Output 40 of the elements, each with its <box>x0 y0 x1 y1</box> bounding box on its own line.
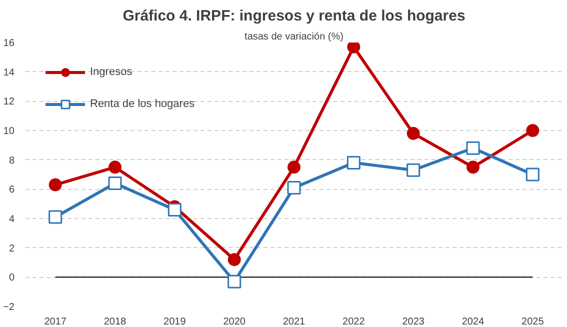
point <box>466 141 480 155</box>
y-tick-label: 6 <box>8 184 15 196</box>
x-tick-label: 2020 <box>223 316 246 327</box>
y-tick-label: 2 <box>8 243 15 254</box>
point <box>108 160 122 174</box>
point <box>108 176 122 190</box>
chart-subtitle: tasas de variación (%) <box>244 32 344 42</box>
point <box>526 168 540 182</box>
y-tick-label: −2 <box>3 302 15 313</box>
y-tick-label: 10 <box>3 126 15 137</box>
y-tick-label: 4 <box>8 214 15 225</box>
point <box>228 253 241 266</box>
x-tick-label: 2021 <box>282 316 306 327</box>
point <box>48 178 62 192</box>
x-tick-label: 2024 <box>462 316 485 327</box>
y-tick-label: 8 <box>8 155 15 166</box>
x-tick-label: 2025 <box>522 316 544 327</box>
legend-label: Ingresos <box>90 66 132 78</box>
point <box>346 156 360 170</box>
point <box>288 160 300 174</box>
point <box>347 42 360 54</box>
point <box>526 124 540 137</box>
point <box>168 202 182 216</box>
point <box>228 274 242 288</box>
chart-title: Gráfico 4. IRPF: ingresos y renta de los hogares <box>122 8 466 24</box>
y-tick-label: 16 <box>3 38 15 49</box>
point <box>466 160 480 174</box>
legend-label: Renta de los hogares <box>90 98 195 110</box>
x-tick-label: 2019 <box>164 316 186 327</box>
y-tick-label: 12 <box>3 96 15 108</box>
x-tick-label: 2023 <box>402 316 425 327</box>
x-tick-label: 2022 <box>342 316 366 327</box>
point <box>48 210 62 224</box>
y-tick-label: 0 <box>8 272 15 284</box>
y-tick-label: 14 <box>3 67 15 78</box>
x-tick-label: 2018 <box>104 316 127 327</box>
point <box>287 180 301 194</box>
point <box>406 163 420 177</box>
point <box>406 126 420 140</box>
x-tick-label: 2017 <box>44 316 67 327</box>
